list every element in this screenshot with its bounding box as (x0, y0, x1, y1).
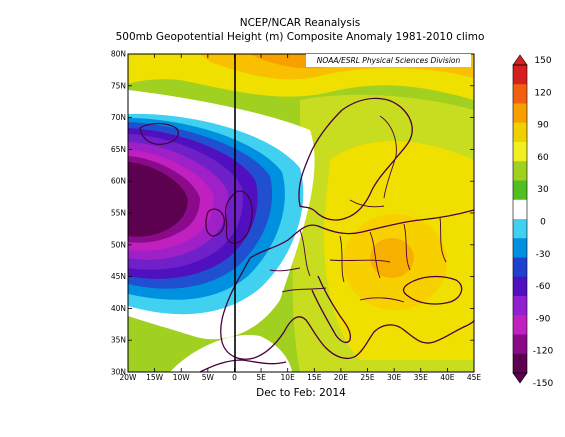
colorbar-tick-label: 150 (534, 56, 551, 66)
lat-tick-label: 50N (111, 240, 126, 249)
colorbar-tick-label: 30 (537, 185, 549, 195)
latitude-axis: 80N 75N 70N 65N 60N 55N 50N 45N 40N 35N 30N (111, 50, 474, 377)
colorbar-swatch (513, 103, 527, 124)
africa-coast (199, 359, 287, 372)
anomaly-field (128, 54, 474, 372)
lat-tick-label: 65N (111, 145, 126, 154)
colorbar-tick-label: -120 (533, 347, 554, 357)
britain-coast (224, 190, 253, 244)
lon-tick-label: 15E (307, 373, 322, 382)
colorbar-bottom-arrow (512, 372, 528, 384)
colorbar-tick-label: 90 (537, 121, 549, 131)
colorbar-swatch (513, 257, 527, 278)
lon-tick-label: 10E (281, 373, 296, 382)
lon-tick-label: 25E (360, 373, 375, 382)
colorbar-tick-label: 120 (534, 88, 551, 98)
lat-tick-label: 30N (111, 368, 126, 377)
colorbar-swatch (513, 219, 527, 239)
colorbar-swatch (513, 180, 527, 201)
colorbar-swatch (513, 296, 527, 316)
iceland-coast (139, 122, 179, 146)
country-borders (269, 217, 447, 303)
lat-tick-label: 60N (111, 177, 126, 186)
lat-tick-label: 70N (111, 113, 126, 122)
colorbar-swatch (513, 238, 527, 258)
lon-tick-label: 0 (232, 373, 237, 382)
lon-tick-label: 20W (120, 373, 138, 382)
lon-tick-label: 5W (202, 373, 215, 382)
lat-tick-label: 40N (111, 304, 126, 313)
colorbar-outline (512, 64, 528, 374)
lat-tick-label: 55N (111, 209, 126, 218)
credit-label: NOAA/ESRL Physical Sciences Division (306, 54, 471, 67)
colorbar-tick-label: -90 (536, 314, 551, 324)
colorbar-swatch (513, 122, 527, 143)
colorbar-swatch (513, 353, 527, 374)
europe-coast (220, 209, 474, 360)
lon-tick-label: 15W (146, 373, 164, 382)
longitude-axis: 20W 15W 10W 5W 0 5E 10E 15E 20E 25E 30E 35E 40E 45E (120, 54, 482, 382)
italy-coast (311, 275, 352, 344)
colorbar-tick-label: 60 (537, 153, 549, 163)
field-minus-150 (128, 162, 188, 237)
colorbar-swatch (513, 334, 527, 355)
lat-tick-label: 35N (111, 336, 126, 345)
lat-tick-label: 80N (111, 50, 126, 59)
lon-tick-label: 35E (414, 373, 429, 382)
lon-tick-label: 30E (387, 373, 402, 382)
black-sea-coast (402, 275, 463, 305)
chart-title: NCEP/NCAR Reanalysis (239, 17, 361, 29)
lon-tick-label: 40E (440, 373, 455, 382)
lon-tick-label: 20E (334, 373, 349, 382)
chart-subtitle: 500mb Geopotential Height (m) Composite … (115, 31, 485, 43)
colorbar-swatch (513, 65, 527, 85)
colorbar-swatch (513, 142, 527, 162)
lat-tick-label: 45N (111, 272, 126, 281)
scandinavia-coast (298, 97, 413, 221)
field-southwest-30 (128, 318, 190, 372)
colorbar-top-arrow (512, 54, 528, 66)
field-90-core (370, 238, 414, 278)
colorbar-tick-label: -150 (533, 379, 554, 389)
colorbar-swatch (513, 315, 527, 335)
lon-tick-label: 45E (467, 373, 482, 382)
coastlines (139, 97, 474, 372)
colorbar: 150 120 90 60 30 0 -30 -60 -90 -120 -150 (512, 54, 554, 389)
colorbar-swatch (513, 161, 527, 181)
colorbar-tick-label: -60 (536, 282, 551, 292)
colorbar-swatch (513, 84, 527, 104)
lon-tick-label: 10W (173, 373, 191, 382)
period-label: Dec to Feb: 2014 (256, 387, 346, 399)
finland-borders (349, 115, 397, 208)
colorbar-tick-label: -30 (536, 250, 551, 260)
colorbar-swatch (513, 199, 527, 220)
colorbar-tick-label: 0 (540, 218, 546, 228)
colorbar-swatch (513, 276, 527, 297)
lon-tick-label: 5E (256, 373, 266, 382)
ireland-coast (205, 208, 226, 237)
lat-tick-label: 75N (111, 81, 126, 90)
